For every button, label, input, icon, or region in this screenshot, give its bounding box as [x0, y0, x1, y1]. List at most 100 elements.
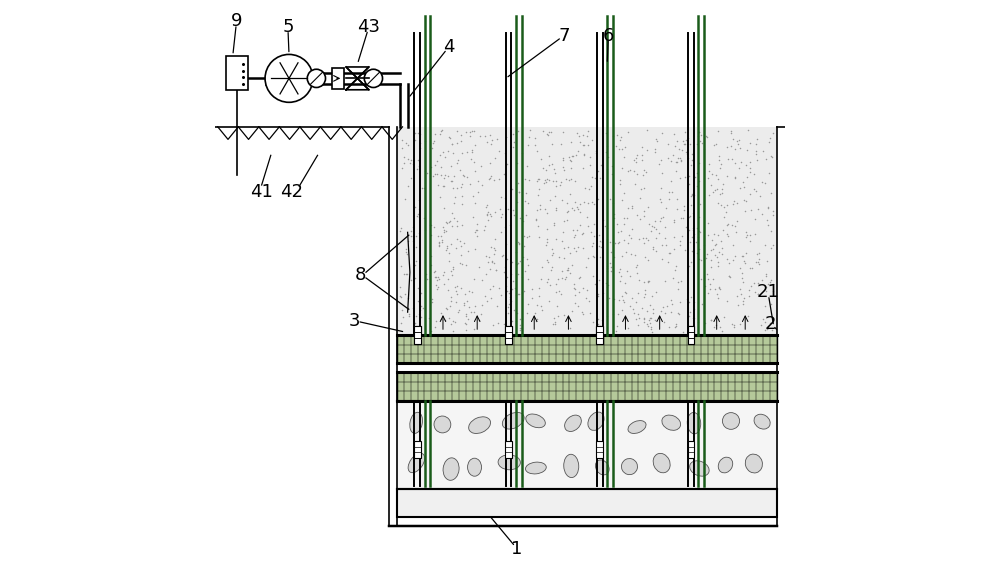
- Point: [698, 253, 714, 262]
- Point: [746, 185, 762, 194]
- Point: [614, 163, 630, 172]
- Bar: [688, 327, 694, 344]
- Point: [735, 297, 751, 306]
- Point: [440, 285, 456, 295]
- Point: [514, 149, 530, 158]
- Point: [578, 262, 594, 272]
- Point: [512, 256, 528, 265]
- Point: [586, 199, 602, 209]
- Text: 1: 1: [511, 540, 523, 558]
- Point: [416, 213, 432, 222]
- Point: [548, 203, 564, 213]
- Point: [528, 214, 544, 223]
- Point: [445, 148, 461, 158]
- Point: [565, 151, 581, 160]
- Bar: [397, 489, 777, 517]
- Point: [400, 304, 416, 313]
- Point: [675, 214, 691, 223]
- Point: [691, 254, 707, 264]
- Point: [757, 241, 773, 250]
- Point: [502, 325, 518, 334]
- Point: [608, 327, 624, 336]
- Point: [442, 217, 458, 226]
- Point: [447, 282, 463, 291]
- Point: [426, 136, 442, 146]
- Point: [483, 293, 499, 303]
- Point: [512, 325, 528, 334]
- Point: [503, 296, 519, 305]
- Point: [678, 148, 694, 157]
- Point: [516, 241, 532, 250]
- Point: [443, 176, 459, 185]
- Point: [714, 244, 730, 253]
- Point: [571, 287, 587, 296]
- Point: [731, 163, 747, 172]
- Point: [636, 238, 652, 248]
- Point: [486, 175, 502, 185]
- Ellipse shape: [564, 454, 579, 477]
- Point: [606, 210, 622, 219]
- Point: [726, 323, 742, 332]
- Point: [752, 191, 768, 200]
- Point: [628, 262, 644, 271]
- Point: [686, 190, 702, 199]
- Point: [449, 183, 465, 193]
- Point: [505, 276, 521, 285]
- Point: [454, 180, 470, 189]
- Point: [533, 154, 549, 163]
- Point: [670, 278, 686, 287]
- Point: [622, 271, 638, 280]
- Point: [673, 277, 689, 286]
- Point: [569, 202, 585, 211]
- Point: [485, 281, 501, 291]
- Point: [406, 319, 422, 328]
- Point: [631, 276, 647, 285]
- Point: [464, 127, 480, 136]
- Point: [504, 257, 520, 266]
- Point: [539, 256, 555, 265]
- Point: [590, 289, 606, 298]
- Point: [535, 126, 551, 135]
- Point: [403, 226, 419, 236]
- Point: [400, 181, 416, 190]
- Point: [575, 131, 591, 140]
- Point: [434, 126, 450, 135]
- Ellipse shape: [621, 458, 637, 474]
- Point: [567, 284, 583, 293]
- Point: [681, 172, 697, 181]
- Point: [760, 323, 776, 332]
- Point: [669, 158, 685, 167]
- Point: [506, 210, 522, 219]
- Point: [639, 319, 655, 328]
- Point: [548, 206, 564, 215]
- Point: [423, 252, 439, 261]
- Point: [580, 222, 596, 231]
- Point: [617, 143, 633, 152]
- Point: [585, 317, 601, 326]
- Point: [754, 276, 770, 285]
- Point: [619, 266, 635, 276]
- Point: [682, 212, 698, 221]
- Point: [749, 249, 765, 258]
- Point: [738, 248, 754, 257]
- Point: [599, 261, 615, 270]
- Point: [653, 184, 669, 193]
- Point: [559, 207, 575, 217]
- Point: [712, 284, 728, 293]
- Point: [623, 250, 639, 259]
- Point: [742, 230, 758, 239]
- Point: [715, 179, 731, 188]
- Point: [592, 253, 608, 262]
- Point: [634, 143, 650, 152]
- Point: [683, 257, 699, 266]
- Point: [540, 258, 556, 267]
- Point: [464, 287, 480, 296]
- Point: [547, 191, 563, 200]
- Point: [458, 310, 474, 319]
- Point: [453, 137, 469, 146]
- Point: [393, 261, 409, 270]
- Point: [672, 153, 688, 162]
- Point: [708, 139, 724, 148]
- Point: [572, 273, 588, 282]
- Point: [655, 213, 671, 222]
